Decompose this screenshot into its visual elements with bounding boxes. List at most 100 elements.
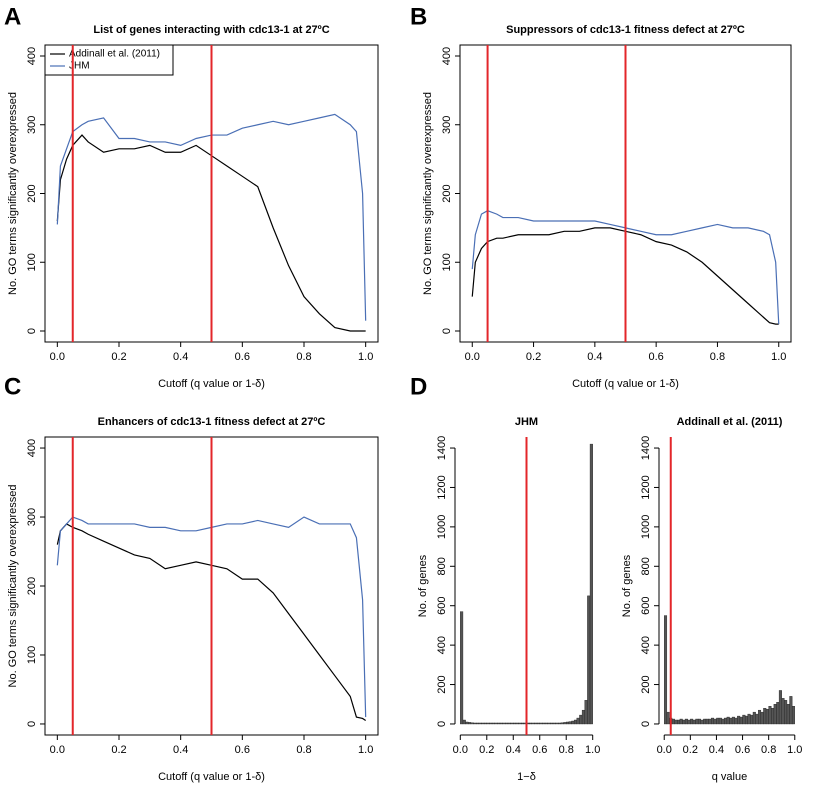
- legend-label: JHM: [69, 61, 90, 72]
- histogram-bar: [734, 717, 738, 725]
- series-line: [56, 516, 367, 718]
- x-axis-label: 1−δ: [517, 771, 536, 783]
- y-tick-label: 100: [26, 646, 38, 664]
- histogram-bar: [555, 722, 559, 725]
- histogram-bar: [705, 718, 709, 725]
- y-tick-label: 400: [26, 47, 38, 65]
- x-tick-label: 0.8: [296, 744, 311, 756]
- histogram-bar: [481, 722, 485, 725]
- y-tick-label: 800: [436, 557, 448, 575]
- x-tick-label: 0.2: [479, 744, 494, 756]
- x-tick-label: 0.6: [648, 351, 663, 363]
- x-tick-label: 0.4: [506, 744, 521, 756]
- x-tick-label: 1.0: [771, 351, 786, 363]
- series-line: [56, 113, 367, 321]
- histogram-bar: [542, 722, 546, 725]
- histogram-bar: [460, 611, 464, 725]
- x-tick-label: 0.6: [235, 744, 250, 756]
- y-tick-label: 100: [441, 253, 453, 271]
- chart-title: Suppressors of cdc13-1 fitness defect at…: [506, 24, 745, 36]
- x-axis-label: q value: [712, 771, 747, 783]
- histogram-bar: [478, 722, 482, 725]
- x-tick-label: 0.0: [453, 744, 468, 756]
- y-tick-label: 200: [26, 184, 38, 202]
- x-tick-label: 0.2: [111, 744, 126, 756]
- x-tick-label: 0.2: [526, 351, 541, 363]
- histogram-bar: [718, 717, 722, 725]
- y-tick-label: 400: [436, 636, 448, 654]
- legend-box: [44, 44, 174, 76]
- y-axis-label: No. GO terms significantly overexpressed: [7, 485, 19, 688]
- x-tick-label: 1.0: [358, 351, 373, 363]
- histogram-bar: [491, 722, 495, 725]
- histogram-bar: [773, 704, 777, 725]
- histogram-bar: [768, 706, 772, 725]
- histogram-bar: [679, 718, 683, 725]
- series-line: [56, 134, 366, 332]
- histogram-bar: [573, 719, 578, 725]
- histogram-bar: [724, 717, 728, 725]
- histogram-bar: [468, 722, 472, 725]
- histogram-bar: [560, 722, 564, 725]
- panel-label: D: [410, 373, 427, 400]
- histogram-bar: [786, 704, 790, 725]
- histogram-bar: [563, 722, 567, 725]
- y-tick-label: 1200: [640, 475, 652, 499]
- legend-label: Addinall et al. (2011): [69, 49, 160, 60]
- histogram-bar: [781, 698, 785, 725]
- panel-label: C: [4, 373, 21, 400]
- histogram-bar: [755, 713, 759, 725]
- y-axis-label: No. GO terms significantly overexpressed: [7, 92, 19, 295]
- x-axis-label: Cutoff (q value or 1-δ): [158, 771, 265, 783]
- histogram-bar: [581, 709, 585, 725]
- x-tick-label: 0.8: [761, 744, 776, 756]
- histogram-bar: [576, 717, 580, 725]
- histogram-bar: [473, 722, 477, 725]
- histogram-bar: [700, 719, 704, 725]
- histogram-bar: [486, 722, 490, 725]
- histogram-bar: [744, 715, 748, 725]
- histogram-bar: [587, 595, 591, 725]
- histogram-bar: [664, 615, 668, 725]
- histogram-bar: [499, 722, 503, 725]
- histogram-bar: [731, 716, 735, 725]
- histogram-bar: [687, 719, 691, 725]
- y-tick-label: 100: [26, 253, 38, 271]
- y-axis-label: No. GO terms significantly overexpressed: [422, 92, 434, 295]
- histogram-bar: [747, 713, 751, 725]
- x-tick-label: 0.8: [710, 351, 725, 363]
- histogram-bar: [760, 711, 764, 725]
- histogram-bar: [791, 706, 795, 725]
- histogram-bar: [742, 714, 746, 725]
- histogram-bar: [539, 722, 543, 725]
- y-tick-label: 600: [436, 597, 448, 615]
- histogram-bar: [711, 717, 715, 725]
- histogram-bar: [528, 722, 532, 725]
- histogram-bar: [510, 722, 514, 725]
- histogram-bar: [721, 718, 725, 725]
- histogram-bar: [776, 702, 780, 725]
- histogram-bar: [571, 720, 575, 725]
- histogram-bar: [494, 722, 498, 725]
- y-tick-label: 200: [26, 577, 38, 595]
- histogram-bar: [489, 722, 493, 725]
- y-tick-label: 800: [640, 557, 652, 575]
- histogram-bar: [750, 714, 754, 725]
- y-tick-label: 0: [26, 328, 38, 334]
- y-axis-label: No. of genes: [417, 554, 429, 617]
- chart-title: List of genes interacting with cdc13-1 a…: [93, 24, 329, 36]
- histogram-bar: [465, 721, 469, 725]
- y-tick-label: 200: [436, 675, 448, 693]
- y-tick-label: 0: [441, 328, 453, 334]
- histogram-bar: [784, 700, 788, 725]
- x-tick-label: 0.0: [465, 351, 480, 363]
- series-line: [471, 210, 780, 325]
- histogram-bar: [552, 722, 556, 725]
- histogram-bar: [497, 722, 501, 725]
- panel-label: A: [4, 3, 21, 30]
- histogram-bar: [771, 707, 775, 725]
- histogram-bar: [765, 708, 769, 725]
- histogram-bar: [789, 696, 793, 725]
- histogram-bar: [589, 443, 593, 725]
- y-tick-label: 0: [26, 721, 38, 727]
